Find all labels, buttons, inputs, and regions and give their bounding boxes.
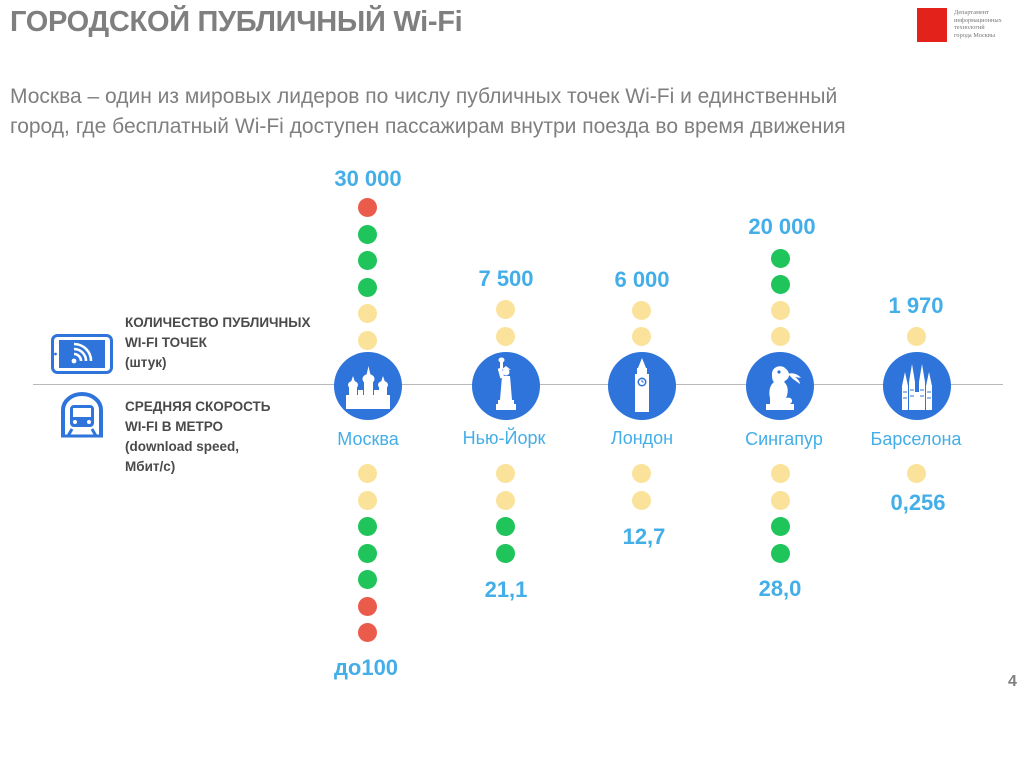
points-dot <box>496 327 515 346</box>
speed-value-singapore: 28,0 <box>758 576 802 601</box>
points-value-london: 6 000 <box>614 267 670 292</box>
points-value-barcelona: 1 970 <box>888 293 944 318</box>
speed-dot <box>771 490 790 510</box>
speed-value-moscow: до100 <box>333 655 399 680</box>
points-dot <box>632 327 651 346</box>
speed-dot <box>771 464 790 483</box>
legend-speed-label: СРЕДНЯЯ СКОРОСТЬ WI-FI В МЕТРО (download… <box>125 397 355 477</box>
city-name-moscow: Москва <box>337 429 399 449</box>
points-dot <box>496 300 515 319</box>
legend-speed-line: (download speed, <box>125 439 240 454</box>
tablet-wifi-icon <box>51 334 113 374</box>
city-name-barcelona: Барселона <box>870 429 962 449</box>
speed-value-new-york: 21,1 <box>484 577 528 602</box>
department-logo: Департамент информационных технологий го… <box>917 8 1017 48</box>
city-name-new-york: Нью-Йорк <box>462 428 546 448</box>
speed-dot <box>496 517 515 536</box>
points-dot <box>358 251 377 270</box>
speed-dot <box>358 570 377 589</box>
legend-speed-line: СРЕДНЯЯ СКОРОСТЬ <box>125 399 271 414</box>
points-dot <box>358 304 377 323</box>
page-number: 4 <box>1008 673 1017 690</box>
speed-value-barcelona: 0,256 <box>890 490 946 515</box>
city-badge-moscow <box>334 352 402 420</box>
legend-points-line: (штук) <box>125 355 167 370</box>
points-dot <box>771 249 790 268</box>
speed-dot <box>358 543 377 563</box>
city-badge-barcelona <box>883 352 951 420</box>
points-value-new-york: 7 500 <box>478 266 534 291</box>
page-title: ГОРОДСКОЙ ПУБЛИЧНЫЙ Wi-Fi <box>10 6 463 38</box>
speed-dot <box>358 517 377 536</box>
points-dot <box>358 198 377 217</box>
legend-speed-line: Мбит/с) <box>125 459 176 474</box>
speed-dot <box>358 623 377 642</box>
legend-points-line: WI-FI ТОЧЕК <box>125 335 207 350</box>
city-badge-new-york <box>472 352 540 420</box>
points-dot <box>771 301 790 320</box>
city-badge-london <box>608 352 676 420</box>
points-dot <box>632 301 651 320</box>
points-value-moscow: 30 000 <box>334 166 402 191</box>
points-dot <box>907 327 926 346</box>
logo-text: Департамент информационных технологий го… <box>954 9 1024 39</box>
city-name-london: Лондон <box>610 428 674 448</box>
speed-dot <box>496 490 515 510</box>
logo-text-line: города Москвы <box>954 31 996 39</box>
city-badge-singapore <box>746 352 814 420</box>
legend-points-label: КОЛИЧЕСТВО ПУБЛИЧНЫХ WI-FI ТОЧЕК (штук) <box>125 313 355 373</box>
points-dot <box>358 224 377 244</box>
city-name-singapore: Сингапур <box>745 429 823 449</box>
logo-text-line: технологий <box>954 24 985 32</box>
sagrada-familia-icon <box>902 364 932 410</box>
big-ben-icon <box>635 358 649 412</box>
speed-value-london: 12,7 <box>622 524 666 549</box>
legend-points-line: КОЛИЧЕСТВО ПУБЛИЧНЫХ <box>125 315 311 330</box>
speed-dot <box>771 517 790 536</box>
metro-train-icon <box>57 392 107 444</box>
points-dot <box>771 327 790 346</box>
speed-dot <box>358 464 377 483</box>
speed-dot <box>632 491 651 510</box>
speed-dot <box>496 543 515 563</box>
logo-mark-icon <box>917 8 947 42</box>
points-dot <box>771 275 790 294</box>
speed-dot <box>358 596 377 616</box>
points-dot <box>358 277 377 297</box>
page-subtitle: Москва – один из мировых лидеров по числ… <box>10 85 846 138</box>
legend-speed-line: WI-FI В МЕТРО <box>125 419 224 434</box>
logo-text-line: Департамент <box>954 9 989 16</box>
speed-dot <box>632 464 651 483</box>
merlion-icon <box>766 366 801 410</box>
speed-dot <box>907 464 926 483</box>
points-dot <box>358 330 377 350</box>
speed-dot <box>496 464 515 483</box>
speed-dot <box>771 543 790 563</box>
logo-text-line: информационных <box>954 16 1002 24</box>
speed-dot <box>358 490 377 510</box>
statue-of-liberty-icon <box>496 357 516 410</box>
kremlin-icon <box>346 366 390 409</box>
points-value-singapore: 20 000 <box>748 214 816 239</box>
